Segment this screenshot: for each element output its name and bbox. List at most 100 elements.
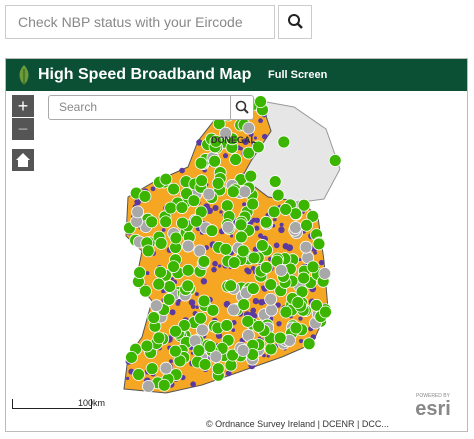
premise-dot: [247, 251, 261, 265]
premise-dot: [154, 236, 168, 250]
zoom-out[interactable]: −: [12, 118, 34, 140]
premise-dot: [273, 331, 287, 345]
premise-dot: [176, 216, 189, 230]
premise-dot: [219, 242, 233, 256]
premise-dot: [265, 303, 278, 317]
premise-dot: [289, 221, 302, 234]
coverage-speck: [190, 304, 196, 309]
premise-dot: [227, 256, 241, 269]
premise-dot: [297, 198, 311, 212]
coverage-speck: [278, 226, 285, 234]
premise-dot: [157, 378, 171, 392]
premise-dot: [264, 342, 278, 356]
premise-dot: [221, 220, 235, 234]
map-title: High Speed Broadband Map: [38, 66, 252, 83]
premise-dot: [164, 201, 178, 215]
premise-dot: [242, 121, 256, 135]
coverage-speck: [261, 133, 268, 140]
coverage-speck: [252, 297, 260, 305]
premise-dot: [209, 350, 223, 364]
premise-dot: [229, 153, 243, 166]
premise-dot: [319, 305, 332, 319]
coverage-speck: [212, 204, 219, 212]
coverage-speck: [273, 242, 280, 249]
premise-dot: [252, 319, 266, 333]
coverage-speck: [245, 268, 252, 275]
logo: [19, 65, 29, 85]
coverage-speck: [313, 251, 317, 255]
map-frame: DONEGAL High Speed Broadband Map Full Sc…: [5, 58, 468, 432]
premise-dot: [238, 185, 252, 199]
premise-dot: [255, 239, 269, 252]
coverage-speck: [250, 266, 256, 271]
full-screen[interactable]: Full Screen: [268, 69, 328, 81]
scale-bar: [12, 399, 92, 409]
premise-dot: [187, 194, 201, 208]
premise-dot: [302, 337, 316, 351]
premise-dot: [131, 205, 145, 219]
premise-dot: [267, 205, 281, 219]
eircode-input[interactable]: Check NBP status with your Eircode: [5, 5, 275, 39]
premise-dot: [195, 174, 209, 188]
coverage-speck: [242, 202, 247, 207]
esri-powered: POWERED BY: [416, 393, 450, 399]
premise-dot: [246, 197, 260, 211]
premise-dot: [203, 340, 217, 353]
coverage-speck: [249, 312, 253, 316]
home-button[interactable]: [12, 149, 34, 171]
premise-dot: [139, 284, 152, 298]
search-button[interactable]: [278, 5, 312, 39]
coverage-speck: [298, 316, 303, 321]
coverage-speck: [318, 259, 325, 266]
premise-dot: [163, 280, 177, 293]
premise-dot: [198, 358, 212, 371]
coverage-speck: [179, 167, 185, 174]
coverage-speck: [298, 338, 304, 344]
premise-dot: [310, 298, 323, 312]
premise-dot: [194, 156, 208, 170]
map-header: High Speed Broadband Map Full Screen: [6, 59, 467, 91]
coverage-speck: [190, 381, 196, 388]
search-icon: [235, 100, 249, 114]
map-search-button[interactable]: [230, 95, 254, 120]
premise-dot: [133, 266, 147, 279]
coverage-speck: [261, 285, 265, 290]
premise-dot: [259, 261, 273, 274]
premise-dot: [251, 140, 265, 154]
coverage-speck: [188, 299, 196, 306]
premise-dot: [154, 265, 167, 279]
premise-dot: [169, 324, 182, 338]
premise-dot: [264, 278, 278, 291]
coverage-speck: [195, 305, 199, 309]
coverage-speck: [258, 118, 263, 124]
coverage-speck: [262, 353, 266, 358]
coverage-speck: [211, 266, 217, 273]
premise-dot: [132, 368, 145, 381]
coverage-speck: [169, 309, 176, 316]
map-search[interactable]: Search: [48, 95, 231, 120]
premise-dot: [226, 185, 240, 199]
coverage-speck: [275, 302, 281, 308]
premise-dot: [197, 294, 211, 308]
coverage-speck: [200, 278, 208, 285]
coverage-speck: [225, 370, 232, 377]
premise-dot: [328, 154, 342, 167]
premise-dot: [190, 214, 203, 228]
premise-dot: [271, 188, 285, 202]
esri-brand: esri: [415, 398, 451, 420]
premise-dot: [162, 293, 176, 306]
zoom-in[interactable]: +: [12, 95, 34, 117]
premise-dot: [197, 255, 211, 268]
premise-dot: [167, 260, 180, 273]
map-canvas[interactable]: DONEGAL: [6, 91, 467, 431]
attribution: © Ordnance Survey Ireland | DCENR | DCC.…: [206, 417, 446, 431]
premise-dot: [259, 215, 273, 229]
coverage-speck: [170, 277, 174, 281]
premise-dot: [242, 146, 256, 160]
home-icon: [16, 153, 30, 167]
premise-dot: [202, 187, 216, 201]
premise-dot: [159, 215, 173, 229]
premise-dot: [264, 292, 278, 306]
premise-dot: [312, 237, 326, 251]
coverage-speck: [279, 222, 284, 227]
